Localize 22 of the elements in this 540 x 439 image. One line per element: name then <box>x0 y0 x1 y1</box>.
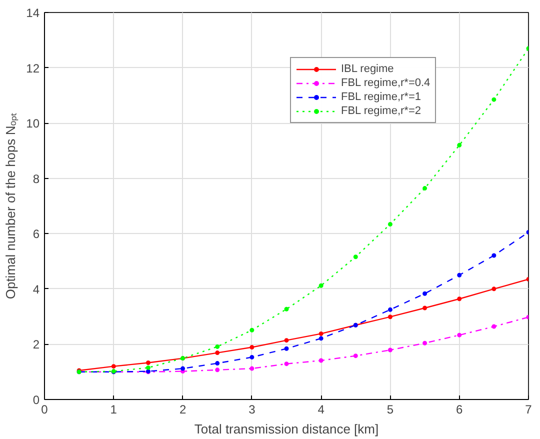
x-tick-label: 6 <box>456 402 464 416</box>
y-tick-label: 10 <box>26 116 40 131</box>
y-tick-label: 6 <box>32 227 40 242</box>
x-tick-label: 3 <box>248 402 256 416</box>
x-tick-label: 2 <box>179 402 186 416</box>
x-axis-title: Total transmission distance [km] <box>194 422 379 436</box>
y-tick-label: 8 <box>32 172 40 186</box>
y-axis-title: Optimal number of the hops Nₒₚₜ <box>3 112 20 300</box>
legend-label: FBL regime,r*=2 <box>341 105 421 117</box>
legend-label: FBL regime,r*=0.4 <box>341 77 430 89</box>
y-tick-label: 2 <box>32 338 40 352</box>
legend-label: FBL regime,r*=1 <box>341 91 421 103</box>
x-tick-label: 0 <box>41 402 48 416</box>
x-tick-label: 7 <box>525 402 532 416</box>
y-tick-label: 14 <box>26 6 40 20</box>
x-tick-label: 4 <box>318 402 325 416</box>
x-tick-label: 5 <box>386 402 394 416</box>
y-tick-label: 12 <box>26 61 40 76</box>
y-tick-label: 0 <box>32 393 40 407</box>
x-tick-label: 1 <box>110 402 118 416</box>
y-tick-label: 4 <box>32 282 40 296</box>
legend-label: IBL regime <box>341 63 394 75</box>
